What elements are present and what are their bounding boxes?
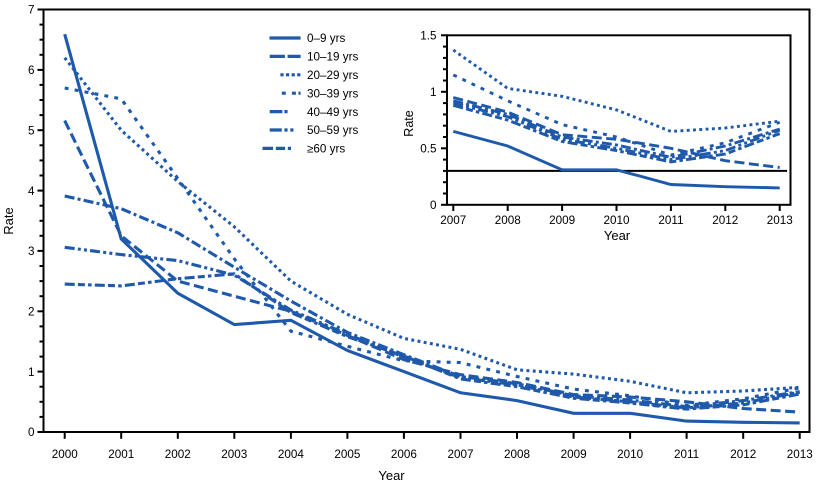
svg-text:2001: 2001 xyxy=(108,448,134,461)
svg-text:2004: 2004 xyxy=(278,448,305,461)
svg-text:1: 1 xyxy=(28,366,35,379)
svg-text:2005: 2005 xyxy=(334,448,361,461)
svg-text:2006: 2006 xyxy=(391,448,417,461)
svg-text:0: 0 xyxy=(28,426,35,439)
svg-text:2013: 2013 xyxy=(767,214,793,227)
svg-text:1.5: 1.5 xyxy=(420,30,437,43)
svg-text:Year: Year xyxy=(378,468,405,483)
svg-text:Rate: Rate xyxy=(1,207,16,234)
svg-text:5: 5 xyxy=(28,124,35,137)
svg-text:0–9 yrs: 0–9 yrs xyxy=(307,32,345,45)
svg-text:2007: 2007 xyxy=(447,448,473,461)
svg-text:≥60 yrs: ≥60 yrs xyxy=(307,143,345,156)
svg-text:2003: 2003 xyxy=(221,448,247,461)
svg-text:10–19 yrs: 10–19 yrs xyxy=(307,51,358,64)
svg-text:20–29 yrs: 20–29 yrs xyxy=(307,69,358,82)
svg-text:2000: 2000 xyxy=(52,448,79,461)
svg-text:2012: 2012 xyxy=(730,448,756,461)
svg-text:0.5: 0.5 xyxy=(420,143,437,156)
svg-text:0: 0 xyxy=(430,199,437,212)
svg-text:2: 2 xyxy=(28,306,35,319)
svg-text:4: 4 xyxy=(28,185,35,198)
svg-text:2002: 2002 xyxy=(165,448,191,461)
svg-text:3: 3 xyxy=(28,245,35,258)
svg-text:2009: 2009 xyxy=(561,448,587,461)
svg-text:2008: 2008 xyxy=(495,214,521,227)
svg-text:Rate: Rate xyxy=(402,110,416,136)
svg-text:2007: 2007 xyxy=(440,214,466,227)
svg-text:2008: 2008 xyxy=(504,448,530,461)
svg-text:7: 7 xyxy=(28,4,35,17)
svg-text:2010: 2010 xyxy=(603,214,630,227)
svg-text:2009: 2009 xyxy=(549,214,575,227)
svg-text:6: 6 xyxy=(28,64,35,77)
svg-text:1: 1 xyxy=(430,86,437,99)
svg-text:2012: 2012 xyxy=(712,214,738,227)
svg-text:30–39 yrs: 30–39 yrs xyxy=(307,87,358,100)
svg-text:Year: Year xyxy=(604,228,631,243)
svg-text:2010: 2010 xyxy=(617,448,644,461)
svg-text:50–59 yrs: 50–59 yrs xyxy=(307,124,358,137)
svg-text:40–49 yrs: 40–49 yrs xyxy=(307,106,358,119)
svg-text:2011: 2011 xyxy=(658,214,683,227)
svg-text:2013: 2013 xyxy=(787,448,813,461)
svg-text:2011: 2011 xyxy=(674,448,699,461)
